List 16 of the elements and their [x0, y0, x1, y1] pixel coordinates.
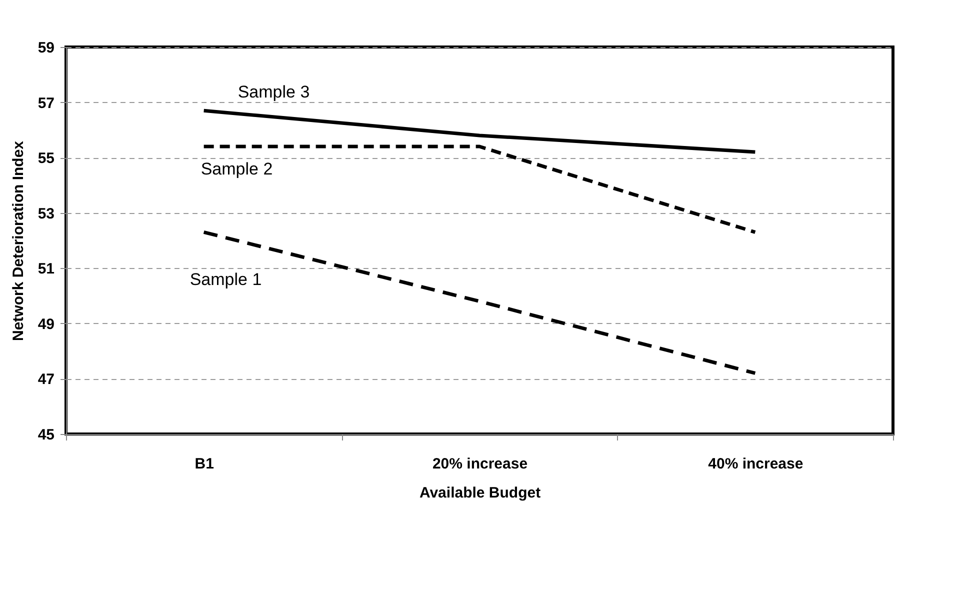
series-label: Sample 1 — [190, 270, 262, 290]
y-tick-label: 53 — [38, 205, 54, 222]
x-tick-label: 20% increase — [432, 456, 528, 472]
series-label: Sample 2 — [200, 160, 273, 179]
x-tick-label: B1 — [194, 456, 214, 472]
y-tick-label: 57 — [38, 94, 54, 112]
y-axis-title: Network Deterioration Index — [10, 140, 27, 342]
y-tick-label: 59 — [38, 40, 54, 56]
x-axis-title: Available Budget — [419, 484, 541, 502]
y-tick-label: 55 — [38, 150, 54, 168]
y-tick-label: 51 — [38, 260, 54, 278]
y-tick-label: 47 — [38, 371, 54, 388]
y-tick-label: 49 — [38, 316, 54, 333]
y-tick-label: 45 — [38, 426, 54, 444]
series-label: Sample 3 — [238, 82, 310, 102]
x-tick-label: 40% increase — [708, 456, 804, 472]
